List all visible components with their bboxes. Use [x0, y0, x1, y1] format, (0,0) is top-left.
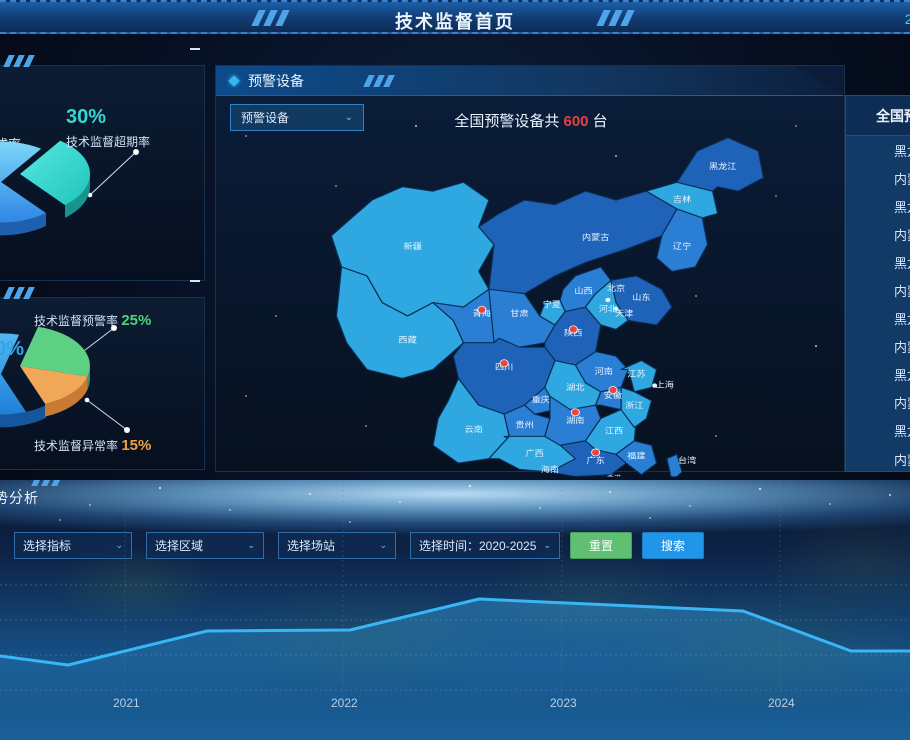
svg-text:浙江: 浙江: [625, 399, 644, 409]
svg-text:台湾: 台湾: [678, 455, 697, 465]
svg-text:新疆: 新疆: [404, 241, 423, 251]
svg-text:河南: 河南: [595, 366, 614, 376]
svg-text:海南: 海南: [541, 464, 560, 474]
svg-text:云南: 云南: [465, 424, 484, 434]
svg-text:天津: 天津: [615, 309, 634, 318]
svg-text:甘肃: 甘肃: [510, 308, 529, 318]
svg-text:重庆: 重庆: [532, 394, 551, 404]
svg-text:辽宁: 辽宁: [673, 241, 691, 251]
svg-text:北京: 北京: [607, 283, 626, 293]
svg-text:江西: 江西: [605, 426, 624, 435]
svg-text:内蒙古: 内蒙古: [582, 232, 610, 242]
svg-text:福建: 福建: [627, 450, 646, 460]
svg-text:湖北: 湖北: [566, 383, 585, 392]
svg-text:黑龙江: 黑龙江: [709, 160, 737, 170]
svg-text:宁夏: 宁夏: [543, 299, 562, 309]
svg-text:广西: 广西: [526, 448, 545, 458]
svg-text:贵州: 贵州: [515, 419, 533, 429]
svg-text:上海: 上海: [656, 379, 675, 389]
svg-text:山东: 山东: [632, 292, 651, 302]
svg-text:江苏: 江苏: [627, 368, 646, 378]
svg-text:山西: 山西: [574, 286, 593, 295]
svg-text:吉林: 吉林: [673, 193, 692, 203]
svg-text:西藏: 西藏: [398, 334, 417, 344]
